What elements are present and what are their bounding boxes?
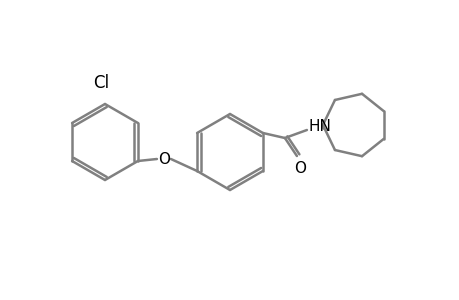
Text: O: O bbox=[157, 152, 169, 166]
Text: HN: HN bbox=[308, 118, 331, 134]
Text: Cl: Cl bbox=[93, 74, 109, 92]
Text: O: O bbox=[293, 161, 305, 176]
